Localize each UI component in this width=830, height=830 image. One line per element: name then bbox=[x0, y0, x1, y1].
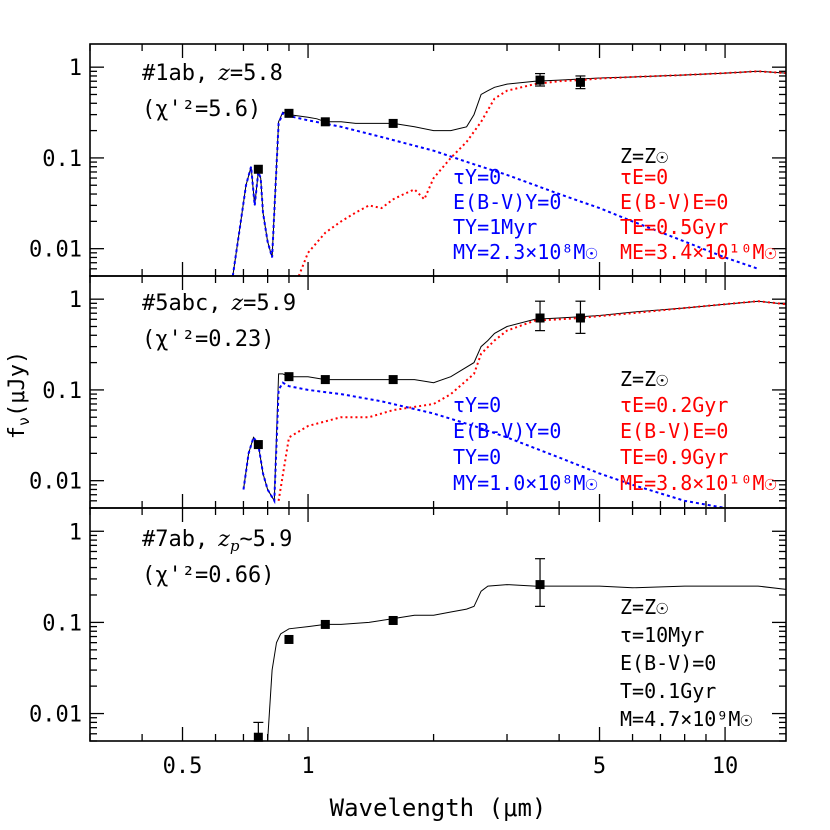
panel-2-data-point bbox=[253, 440, 263, 450]
panel-1-old-mass: ME=3.4×10¹⁰M☉ bbox=[620, 240, 777, 264]
panel-2-old-mass: ME=3.8×10¹⁰M☉ bbox=[620, 471, 777, 495]
panel-1-data-point bbox=[535, 75, 545, 85]
panel-2-series bbox=[242, 300, 786, 508]
panel-1-young-mass: MY=2.3×10⁸M☉ bbox=[453, 240, 598, 264]
panel-3-chi: (χ'²=0.66) bbox=[142, 563, 274, 588]
panel-2-data-point bbox=[388, 375, 398, 385]
panel-2-ticks bbox=[89, 276, 786, 509]
panel-3-ticks bbox=[89, 508, 786, 742]
panel-2-title: #5abc, z=5.9 bbox=[142, 291, 296, 316]
y-axis-label: fν(μJy) bbox=[5, 351, 33, 440]
x-tick-label: 1 bbox=[301, 754, 314, 779]
panel-1-title: #1ab, z=5.8 bbox=[142, 61, 283, 86]
panel-2-data-point bbox=[284, 372, 294, 382]
panel-2-young-params: τY=0 E(B-V)Y=0 TY=0 MY=1.0×10⁸M☉ bbox=[453, 393, 598, 495]
panel-1-young-params: τY=0 E(B-V)Y=0 TY=1Myr MY=2.3×10⁸M☉ bbox=[453, 165, 598, 264]
panel-1-data-point bbox=[284, 108, 294, 118]
panel-1-young-age: TY=1Myr bbox=[453, 215, 537, 239]
panel-3: 1 0.1 0.01 0.5 1 5 10 #7ab, zp~5.9 (χ'²=0.66) Z… bbox=[29, 507, 787, 779]
panel-3-data-point bbox=[535, 580, 545, 590]
x-tick-label: 0.5 bbox=[163, 754, 203, 779]
panel-1-young-tau: τY=0 bbox=[453, 165, 501, 189]
panel-2-young-mass: MY=1.0×10⁸M☉ bbox=[453, 471, 598, 495]
panel-2-tick-labels: 1 0.1 0.01 bbox=[29, 288, 82, 495]
panel-3-points bbox=[253, 558, 546, 742]
panel-3-params: Z=Z☉ τ=10Myr E(B-V)=0 T=0.1Gyr M=4.7×10⁹… bbox=[620, 595, 752, 731]
panel-3-series-total bbox=[267, 584, 786, 741]
panel-3-tick-labels: 1 0.1 0.01 0.5 1 5 10 bbox=[29, 520, 738, 779]
panel-2-old-ebv: E(B-V)E=0 bbox=[620, 419, 728, 443]
panel-2-old-age: TE=0.9Gyr bbox=[620, 445, 728, 469]
panel-3-age: T=0.1Gyr bbox=[620, 679, 716, 703]
panel-3-frame bbox=[89, 507, 787, 742]
panel-1-old-age: TE=0.5Gyr bbox=[620, 215, 728, 239]
panel-2-data-point bbox=[535, 313, 545, 323]
panel-3-y-tick-label: 1 bbox=[69, 520, 82, 545]
panel-2-young-tau: τY=0 bbox=[453, 393, 501, 417]
panel-2-chi: (χ'²=0.23) bbox=[142, 327, 274, 352]
panel-2: 1 0.1 0.01 #5abc, z=5.9 (χ'²=0.23) Z=Z☉ τY=… bbox=[29, 275, 787, 509]
panel-2-data-point bbox=[575, 313, 585, 323]
panel-1-y-tick-label: 1 bbox=[69, 56, 82, 81]
panel-2-metallicity: Z=Z☉ bbox=[620, 367, 668, 391]
panel-1-old-params: τE=0 E(B-V)E=0 TE=0.5Gyr ME=3.4×10¹⁰M☉ bbox=[620, 165, 777, 264]
panel-2-points bbox=[253, 300, 586, 450]
panel-3-metallicity: Z=Z☉ bbox=[620, 595, 668, 619]
panel-3-data-point bbox=[388, 615, 398, 625]
panel-2-series-young bbox=[242, 381, 726, 508]
panel-3-data-point bbox=[284, 634, 294, 644]
panel-2-young-age: TY=0 bbox=[453, 445, 501, 469]
panel-3-data-point bbox=[320, 619, 330, 629]
panel-1-ticks bbox=[89, 44, 786, 277]
panel-3-y-tick-label: 0.1 bbox=[42, 611, 82, 636]
panel-1-data-point bbox=[388, 118, 398, 128]
panel-2-y-tick-label: 0.01 bbox=[29, 470, 82, 495]
panel-1-tick-labels: 1 0.1 0.01 bbox=[29, 56, 82, 263]
panel-3-series bbox=[267, 584, 786, 741]
panel-2-young-ebv: E(B-V)Y=0 bbox=[453, 419, 561, 443]
panel-2-y-tick-label: 1 bbox=[69, 288, 82, 313]
panel-2-y-tick-label: 0.1 bbox=[42, 379, 82, 404]
panel-1-chi: (χ'²=5.6) bbox=[142, 97, 261, 122]
panel-1-points bbox=[253, 72, 586, 174]
panel-3-mass: M=4.7×10⁹M☉ bbox=[620, 707, 752, 731]
panel-1-young-ebv: E(B-V)Y=0 bbox=[453, 190, 561, 214]
panel-3-y-tick-label: 0.01 bbox=[29, 703, 82, 728]
panel-1-data-point bbox=[253, 164, 263, 174]
panel-2-series-old bbox=[277, 300, 786, 501]
x-axis-label: Wavelength (μm) bbox=[330, 794, 547, 822]
panel-1-data-point bbox=[575, 77, 585, 87]
x-tick-label: 5 bbox=[593, 754, 606, 779]
panel-3-tau: τ=10Myr bbox=[620, 623, 704, 647]
panel-1-old-tau: τE=0 bbox=[620, 165, 668, 189]
panel-2-data-point bbox=[320, 375, 330, 385]
panel-3-data-point bbox=[253, 732, 263, 742]
panel-3-title: #7ab, zp~5.9 bbox=[142, 527, 292, 555]
panel-1-old-ebv: E(B-V)E=0 bbox=[620, 190, 728, 214]
panel-1: 1 0.1 0.01 #1ab, z=5.8 (χ'²=5.6) Z=Z☉ τY=0 … bbox=[29, 43, 787, 277]
panel-1-series-old bbox=[297, 70, 786, 276]
panel-3-ebv: E(B-V)=0 bbox=[620, 651, 716, 675]
x-tick-label: 10 bbox=[712, 754, 739, 779]
panel-1-metallicity: Z=Z☉ bbox=[620, 144, 668, 168]
panel-2-old-params: τE=0.2Gyr E(B-V)E=0 TE=0.9Gyr ME=3.8×10¹… bbox=[620, 393, 777, 495]
panel-2-old-tau: τE=0.2Gyr bbox=[620, 393, 728, 417]
panel-1-y-tick-label: 0.1 bbox=[42, 147, 82, 172]
panel-1-data-point bbox=[320, 117, 330, 127]
panel-1-y-tick-label: 0.01 bbox=[29, 238, 82, 263]
